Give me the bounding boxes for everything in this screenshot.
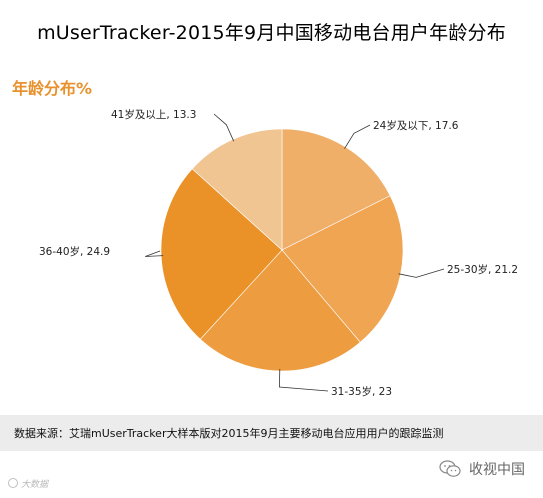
leader-line-2 [398, 268, 445, 278]
page-title: mUserTracker-2015年9月中国移动电台用户年龄分布 [37, 22, 506, 44]
data-label-4: 36-40岁, 24.9 [39, 245, 110, 258]
data-label-5: 41岁及以上, 13.3 [111, 108, 196, 121]
footer-watermark: 大数据 [8, 477, 48, 490]
leader-line-1 [344, 124, 371, 149]
wechat-icon [439, 460, 461, 477]
data-label-2: 25-30岁, 21.2 [447, 263, 518, 276]
footer-watermark-text: 大数据 [21, 480, 49, 490]
data-label-1: 24岁及以下, 17.6 [373, 119, 459, 132]
footer-account-name: 收视中国 [469, 462, 525, 478]
data-label-3: 31-35岁, 23 [331, 385, 392, 398]
leader-line-5 [213, 113, 235, 142]
chart-section-label: 年龄分布% [12, 79, 93, 98]
pie-slices [160, 128, 404, 372]
footer-account: 收视中国 [439, 459, 525, 479]
footer: 大数据 收视中国 [0, 451, 543, 498]
leader-line-4 [145, 250, 164, 257]
source-note: 数据来源：艾瑞mUserTracker大样本版对2015年9月主要移动电台应用用… [14, 427, 444, 440]
source-bar: 数据来源：艾瑞mUserTracker大样本版对2015年9月主要移动电台应用用… [0, 415, 543, 451]
watermark-icon [8, 478, 18, 488]
pie-chart: 24岁及以下, 17.6 25-30岁, 21.2 31-35岁, 23 36-40岁… [39, 108, 518, 398]
leader-line-3 [278, 368, 329, 392]
pie-leader-lines [145, 113, 445, 392]
pie-data-labels: 24岁及以下, 17.6 25-30岁, 21.2 31-35岁, 23 36-40岁… [39, 108, 518, 398]
